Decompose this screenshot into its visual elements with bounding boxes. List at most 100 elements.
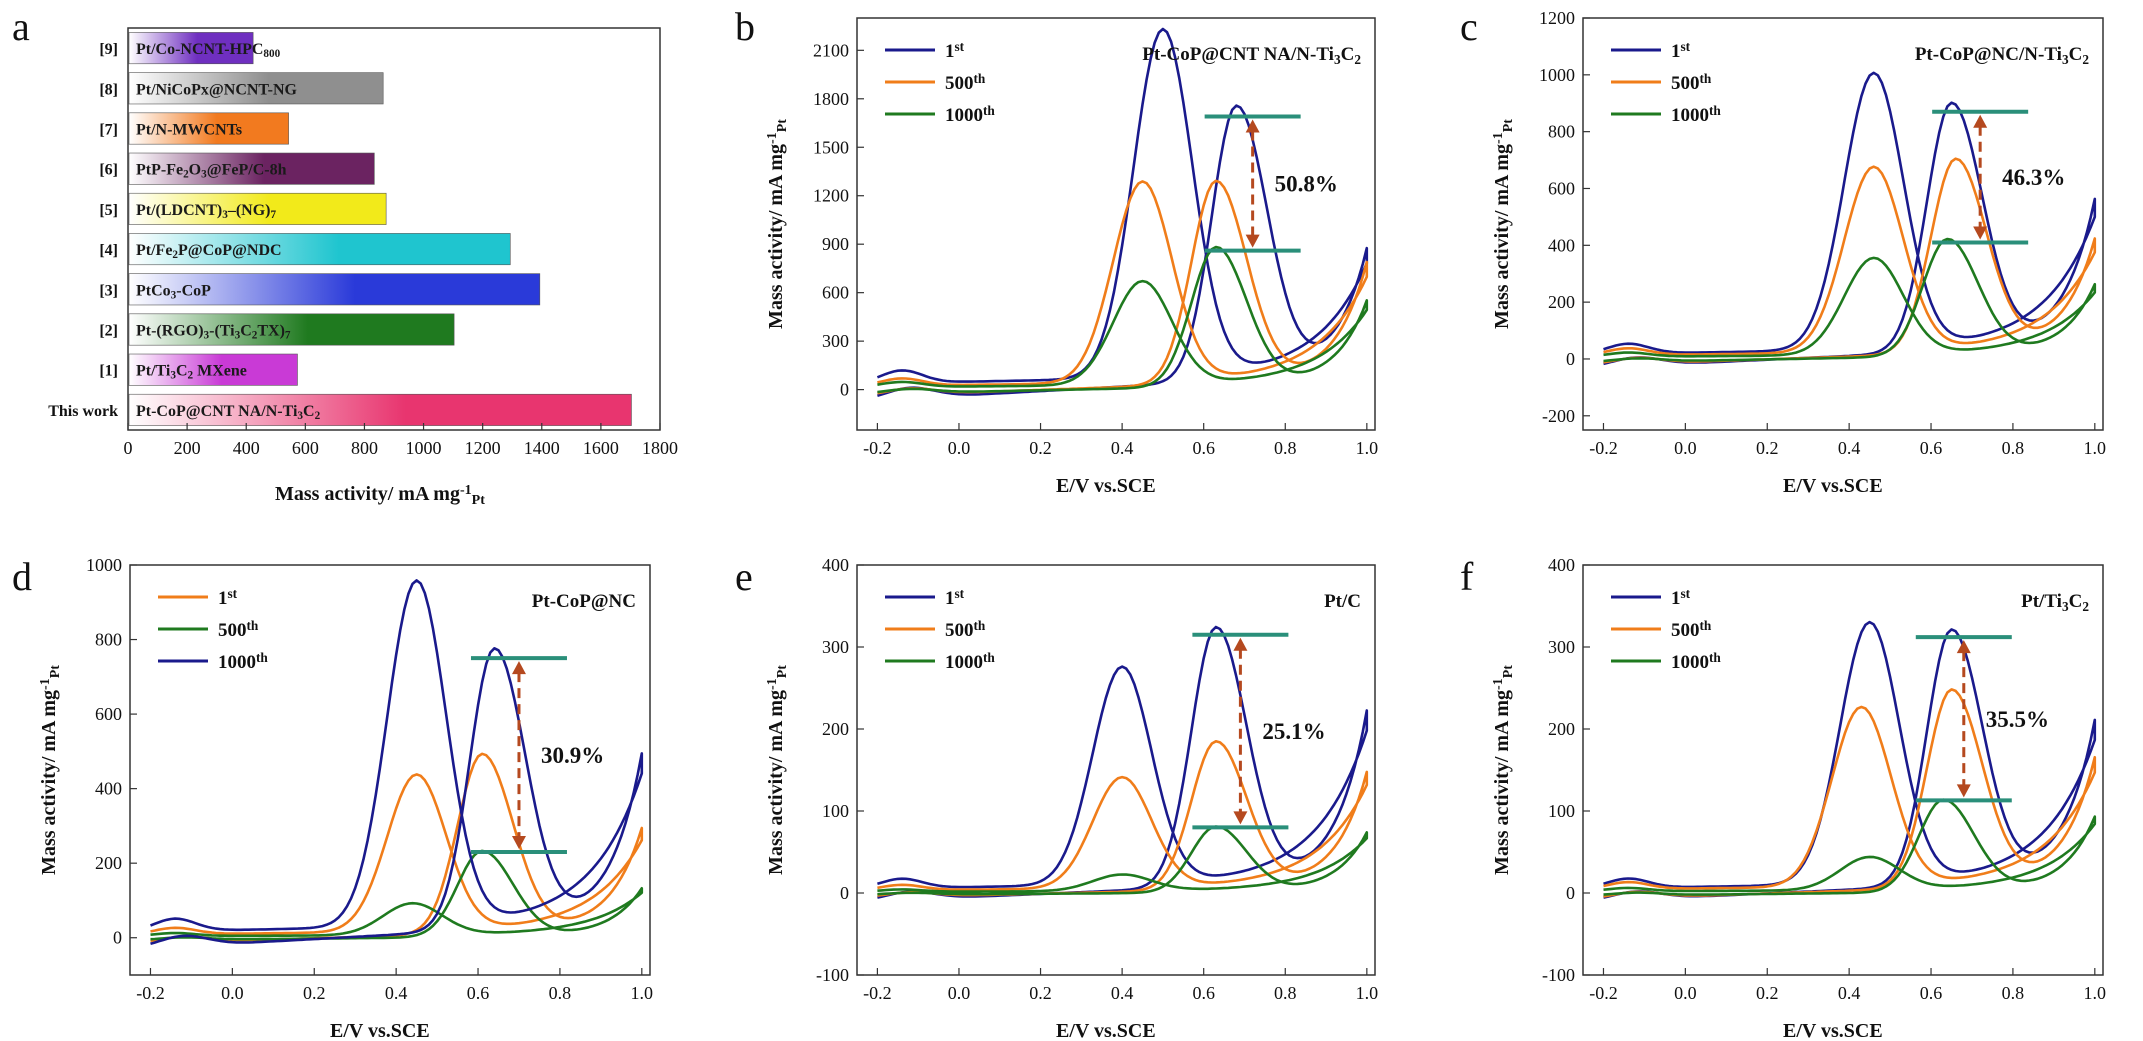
category-label: This work [48, 403, 118, 420]
legend-label: 1st [945, 39, 965, 62]
text-span: th [983, 103, 995, 118]
y-tick-label: 600 [822, 283, 849, 303]
retention-arrow-head-down [1245, 234, 1260, 248]
text-span: st [1681, 39, 1691, 54]
text-span: th [256, 650, 268, 665]
text-span: 2 [172, 249, 178, 261]
y-tick-label: 1800 [813, 89, 849, 109]
line-chart-panel-f: -0.2 0.0 0.2 0.4 0.6 0.8 1.0 -100 0 100 200 300 400 E… [1491, 555, 2106, 1041]
y-tick-label: -100 [816, 965, 849, 985]
y-tick-label: 1200 [813, 186, 849, 206]
x-tick-label: 0.0 [948, 438, 971, 458]
series-line [877, 245, 1369, 394]
text-span: Pt-CoP@CNT NA/N-Ti [136, 403, 298, 420]
text-span: C [2069, 44, 2083, 65]
panel-label: c [1460, 4, 1478, 49]
retention-arrow-head-up [1245, 119, 1260, 133]
text-span: 1 [218, 588, 228, 609]
chart-title: Pt/C [1324, 591, 1361, 612]
x-tick-label: 0.4 [1838, 438, 1861, 458]
text-span: Pt/Ti [136, 363, 171, 380]
legend-label: 1000th [218, 650, 268, 673]
text-span: 7 [270, 209, 276, 221]
y-tick-label: 200 [95, 853, 122, 873]
bar [128, 72, 384, 105]
text-span: 800 [263, 48, 280, 60]
x-tick-label: 0.8 [2002, 983, 2025, 1003]
retention-arrow-head-down [1233, 811, 1248, 825]
text-span: 500 [1671, 620, 1700, 641]
y-tick-label: 1200 [1539, 8, 1575, 28]
bar-label: PtP-Fe2O3@FeP/C-8h [136, 162, 287, 181]
x-tick-label: 0.8 [549, 983, 572, 1003]
text-span: P@CoP@NDC [178, 242, 282, 259]
text-span: 500 [1671, 73, 1700, 94]
x-tick-label: -0.2 [1589, 983, 1618, 1003]
bar [128, 233, 511, 266]
category-label: [9] [99, 41, 118, 58]
text-span: 2 [2082, 52, 2089, 67]
text-span: Pt-(RGO) [136, 323, 204, 340]
panel-label: e [735, 554, 753, 599]
y-tick-label: 100 [822, 801, 849, 821]
text-span: @FeP/C-8h [207, 162, 287, 179]
category-label: [1] [99, 363, 118, 380]
text-span: PtP-Fe [136, 162, 183, 179]
panel-label: a [12, 4, 30, 49]
text-span: C [1341, 44, 1355, 65]
x-tick-label: 200 [174, 438, 201, 458]
category-label: [4] [99, 242, 118, 259]
y-axis-label: Mass activity/ mA mg-1Pt [765, 119, 790, 329]
text-span: -1 [38, 678, 53, 690]
text-span: st [955, 586, 965, 601]
y-tick-label: 0 [1566, 883, 1575, 903]
text-span: Pt/(LDCNT) [136, 202, 222, 219]
text-span: th [247, 618, 259, 633]
text-span: 1000 [1671, 105, 1709, 126]
y-tick-label: 900 [822, 234, 849, 254]
y-tick-label: 100 [1548, 801, 1575, 821]
x-tick-label: 1200 [465, 438, 501, 458]
legend-label: 1000th [945, 650, 995, 673]
text-span: 1 [1671, 41, 1681, 62]
text-span: Pt [1501, 119, 1516, 133]
x-axis-label: E/V vs.SCE [1783, 475, 1883, 497]
text-span: th [1700, 71, 1712, 86]
x-tick-label: 0.6 [1920, 438, 1943, 458]
text-span: Pt-CoP@NC/N-Ti [1915, 44, 2062, 65]
y-tick-label: 400 [1548, 235, 1575, 255]
text-span: st [955, 39, 965, 54]
bar [128, 393, 632, 426]
x-tick-label: 1.0 [1356, 983, 1379, 1003]
text-span: Pt/NiCoPx@NCNT-NG [136, 81, 298, 98]
text-span: O [189, 162, 201, 179]
bar-label: Pt/N-MWCNTs [136, 122, 242, 139]
text-span: 1000 [1671, 652, 1709, 673]
retention-arrow-head-up [1973, 114, 1988, 128]
y-tick-label: 300 [1548, 637, 1575, 657]
line-chart-panel-c: -0.2 0.0 0.2 0.4 0.6 0.8 1.0 -200 0 200 400 600 800 1… [1491, 8, 2106, 497]
y-tick-label: 200 [822, 719, 849, 739]
legend-label: 1st [945, 586, 965, 609]
y-tick-label: 800 [1548, 122, 1575, 142]
text-span: -1 [765, 132, 780, 144]
x-tick-label: 0.8 [2002, 438, 2025, 458]
y-tick-label: 1000 [86, 555, 122, 575]
x-tick-label: 400 [233, 438, 260, 458]
text-span: 3 [171, 290, 177, 302]
series-line [877, 740, 1369, 897]
line-chart-panel-e: -0.2 0.0 0.2 0.4 0.6 0.8 1.0 -100 0 100 200 300 400 E… [765, 555, 1378, 1041]
text-span: C [2069, 591, 2083, 612]
bar [128, 192, 387, 225]
x-tick-label: 1.0 [631, 983, 654, 1003]
text-span: Pt [472, 493, 486, 508]
bar [128, 152, 375, 185]
x-axis-label: E/V vs.SCE [330, 1020, 430, 1041]
x-tick-label: -0.2 [1589, 438, 1618, 458]
x-tick-label: 1000 [406, 438, 442, 458]
plot-frame [1582, 17, 2104, 431]
text-span: Mass activity/ mA mg [1491, 144, 1513, 329]
text-span: 2 [188, 370, 194, 382]
text-span: Pt [1501, 665, 1516, 679]
